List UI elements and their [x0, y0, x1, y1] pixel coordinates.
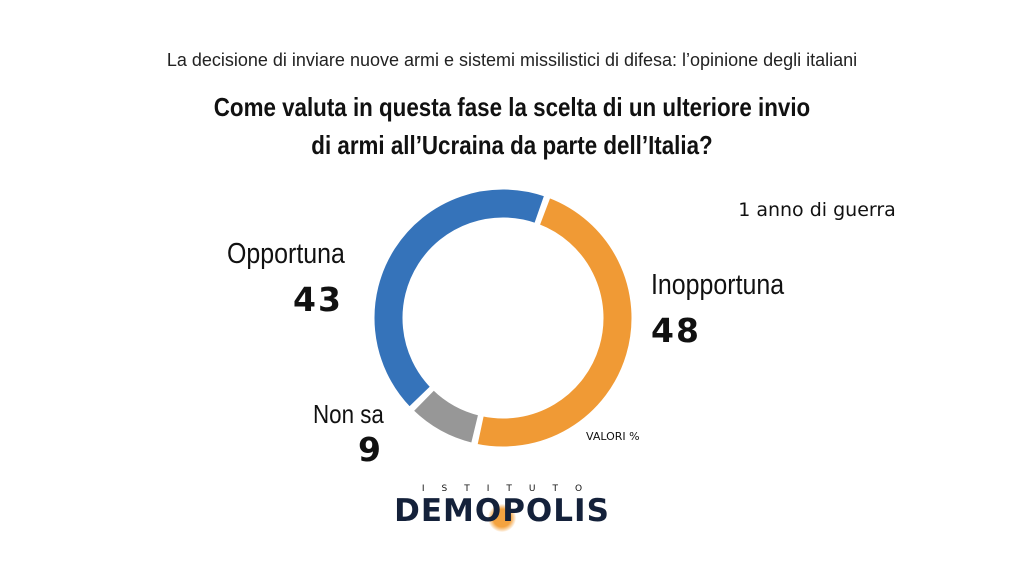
- label-opportuna: Opportuna: [227, 238, 345, 270]
- label-inopportuna: Inopportuna: [651, 269, 785, 301]
- value-opportuna: 43: [293, 280, 343, 319]
- value-non-sa: 9: [358, 430, 383, 469]
- label-non-sa: Non sa: [313, 399, 384, 429]
- chart-title-line-1: Come valuta in questa fase la scelta di …: [213, 92, 811, 122]
- chart-title-line-2: di armi all’Ucraina da parte dell’Italia…: [311, 130, 713, 160]
- chart-subtitle: La decisione di inviare nuove armi e sis…: [166, 50, 858, 70]
- logo-top-text: ISTITUTO: [421, 484, 600, 494]
- value-inopportuna: 48: [651, 311, 701, 350]
- chart-title: Come valuta in questa fase la scelta di …: [72, 88, 953, 164]
- donut-slice-non-sa: [409, 386, 482, 447]
- unit-note: VALORI %: [586, 430, 640, 443]
- donut-slice-inopportuna: [474, 194, 635, 450]
- period-label: 1 anno di guerra: [738, 199, 896, 221]
- demopolis-logo: ISTITUTO DEMOPOLIS: [380, 484, 624, 534]
- logo-main-text: DEMOPOLIS: [394, 493, 610, 529]
- donut-slice-opportuna: [371, 186, 548, 411]
